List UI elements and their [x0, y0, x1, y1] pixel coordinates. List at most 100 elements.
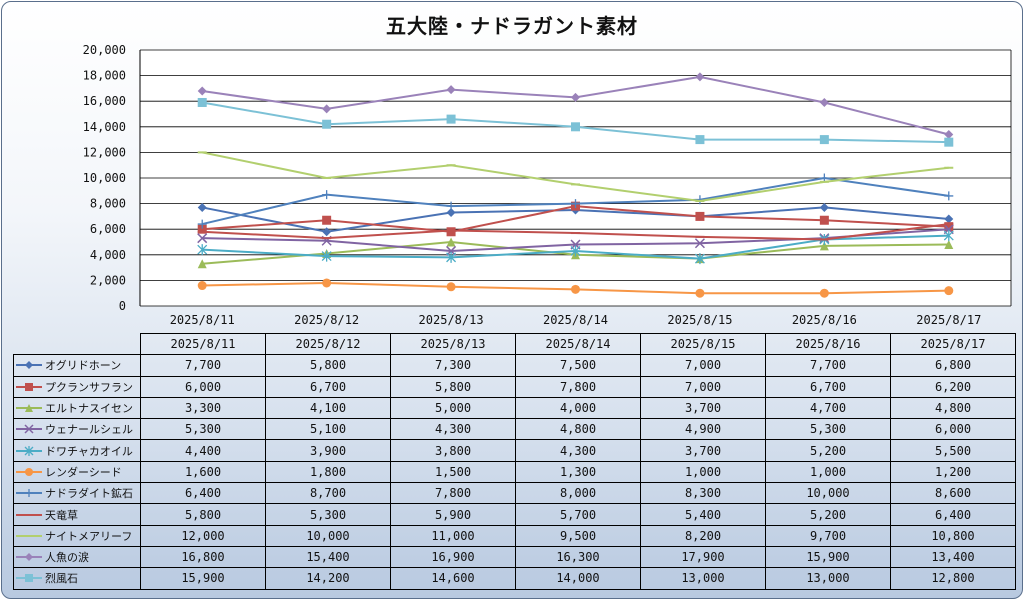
data-point [25, 553, 33, 562]
data-label: 5,000 [390, 396, 516, 420]
series-7 [197, 223, 954, 241]
data-label: 14,000 [515, 567, 641, 590]
y-tick-label: 12,000 [83, 145, 126, 159]
data-label: 7,800 [515, 375, 641, 398]
data-label: 6,000 [890, 418, 1016, 441]
legend-key [16, 404, 42, 413]
data-label: 1,500 [390, 460, 516, 484]
data-point [446, 237, 456, 247]
data-label: 1,600 [140, 460, 266, 484]
data-point [446, 201, 456, 211]
data-point [25, 361, 33, 370]
data-label: 9,700 [765, 524, 891, 547]
data-point [944, 129, 954, 139]
y-tick-label: 18,000 [83, 69, 126, 83]
data-point [571, 199, 580, 209]
y-tick-label: 14,000 [83, 120, 126, 134]
table-row: ドワチャカオイル 4,400 3,900 3,800 4,300 3,700 5,200 5,… [13, 439, 1016, 462]
table-header-row: 2025/8/11 2025/8/12 2025/8/13 2025/8/14 2025… [13, 332, 1016, 356]
data-point [944, 286, 954, 296]
data-point [197, 202, 207, 212]
data-label: 8,300 [640, 482, 766, 505]
table-header-cell: 2025/8/16 [765, 332, 891, 356]
x-tick-label: 2025/8/15 [667, 313, 732, 327]
data-point [25, 467, 33, 476]
legend-key [16, 382, 42, 391]
table-row: ウェナールシェル 5,300 5,100 4,300 4,800 4,900 5,300 6,… [13, 418, 1016, 441]
data-label: 5,700 [515, 503, 641, 526]
data-label: 7,000 [640, 354, 766, 377]
data-label: 1,300 [515, 460, 641, 484]
legend-cell: エルトナスイセン [13, 396, 141, 420]
data-point [446, 251, 457, 263]
data-point [571, 284, 580, 294]
data-label: 4,000 [515, 396, 641, 420]
data-label: 14,200 [265, 567, 391, 590]
data-point [197, 281, 207, 291]
data-point [944, 137, 954, 147]
legend-cell: プクランサフラン [13, 375, 141, 398]
data-label: 7,000 [640, 375, 766, 398]
data-point [197, 224, 207, 234]
data-label: 5,900 [390, 503, 516, 526]
y-tick-label: 8,000 [90, 197, 126, 211]
series-5 [197, 278, 954, 298]
y-tick-label: 6,000 [90, 222, 126, 236]
data-point [819, 135, 829, 145]
data-label: 8,600 [890, 482, 1016, 505]
data-label: 6,700 [765, 375, 891, 398]
y-tick-label: 10,000 [83, 171, 126, 185]
chart-title: 五大陸・ナドラガント素材 [386, 14, 638, 38]
data-label: 8,200 [640, 524, 766, 547]
data-label: 1,800 [265, 460, 391, 484]
legend-cell: ナイトメアリーフ [13, 524, 141, 547]
table-header-cell: 2025/8/14 [515, 332, 641, 356]
data-label: 7,500 [515, 354, 641, 377]
legend-cell: ナドラダイト鉱石 [13, 482, 141, 505]
data-point [446, 282, 456, 292]
x-tick-label: 2025/8/13 [419, 313, 484, 327]
data-label: 6,800 [890, 354, 1016, 377]
legend-label: プクランサフラン [45, 380, 133, 394]
data-point [322, 215, 332, 225]
data-label: 6,000 [140, 375, 266, 398]
data-point [819, 97, 829, 107]
data-point [25, 489, 33, 498]
data-label: 5,300 [765, 418, 891, 441]
data-point [944, 222, 954, 232]
legend-cell: ドワチャカオイル [13, 439, 141, 462]
data-label: 10,800 [890, 524, 1016, 547]
legend-label: エルトナスイセン [45, 402, 133, 416]
legend-label: 人魚の涙 [45, 551, 89, 565]
data-label: 1,000 [765, 460, 891, 484]
data-label: 13,400 [890, 545, 1016, 569]
series-9 [197, 72, 954, 139]
data-point [446, 208, 456, 218]
data-label: 4,800 [515, 418, 641, 441]
x-tick-label: 2025/8/14 [543, 313, 608, 327]
legend-label: ドワチャカオイル [45, 444, 133, 458]
data-point [943, 230, 954, 242]
data-point [322, 278, 332, 288]
legend-cell: 天竜草 [13, 503, 141, 526]
data-point [695, 211, 705, 221]
table-header-cell: 2025/8/15 [640, 332, 766, 356]
data-point [322, 227, 332, 237]
data-label: 8,000 [515, 482, 641, 505]
data-point [570, 245, 581, 257]
data-point [25, 574, 33, 583]
legend-label: ナドラダイト鉱石 [45, 487, 133, 501]
data-label: 4,800 [890, 396, 1016, 420]
legend-cell: 人魚の涙 [13, 545, 141, 569]
table-row: エルトナスイセン 3,300 4,100 5,000 4,000 3,700 4,700 4,… [13, 396, 1016, 420]
data-label: 6,200 [890, 375, 1016, 398]
data-label: 4,300 [390, 418, 516, 441]
table-row: ナドラダイト鉱石 6,400 8,700 7,800 8,000 8,300 10,000 8… [13, 482, 1016, 505]
data-label: 7,800 [390, 482, 516, 505]
table-header-cell: 2025/8/11 [140, 332, 266, 356]
legend-label: オグリドホーン [45, 359, 122, 373]
data-point [695, 135, 705, 145]
data-point [446, 114, 456, 124]
legend-key [16, 574, 42, 583]
data-label: 5,300 [140, 418, 266, 441]
